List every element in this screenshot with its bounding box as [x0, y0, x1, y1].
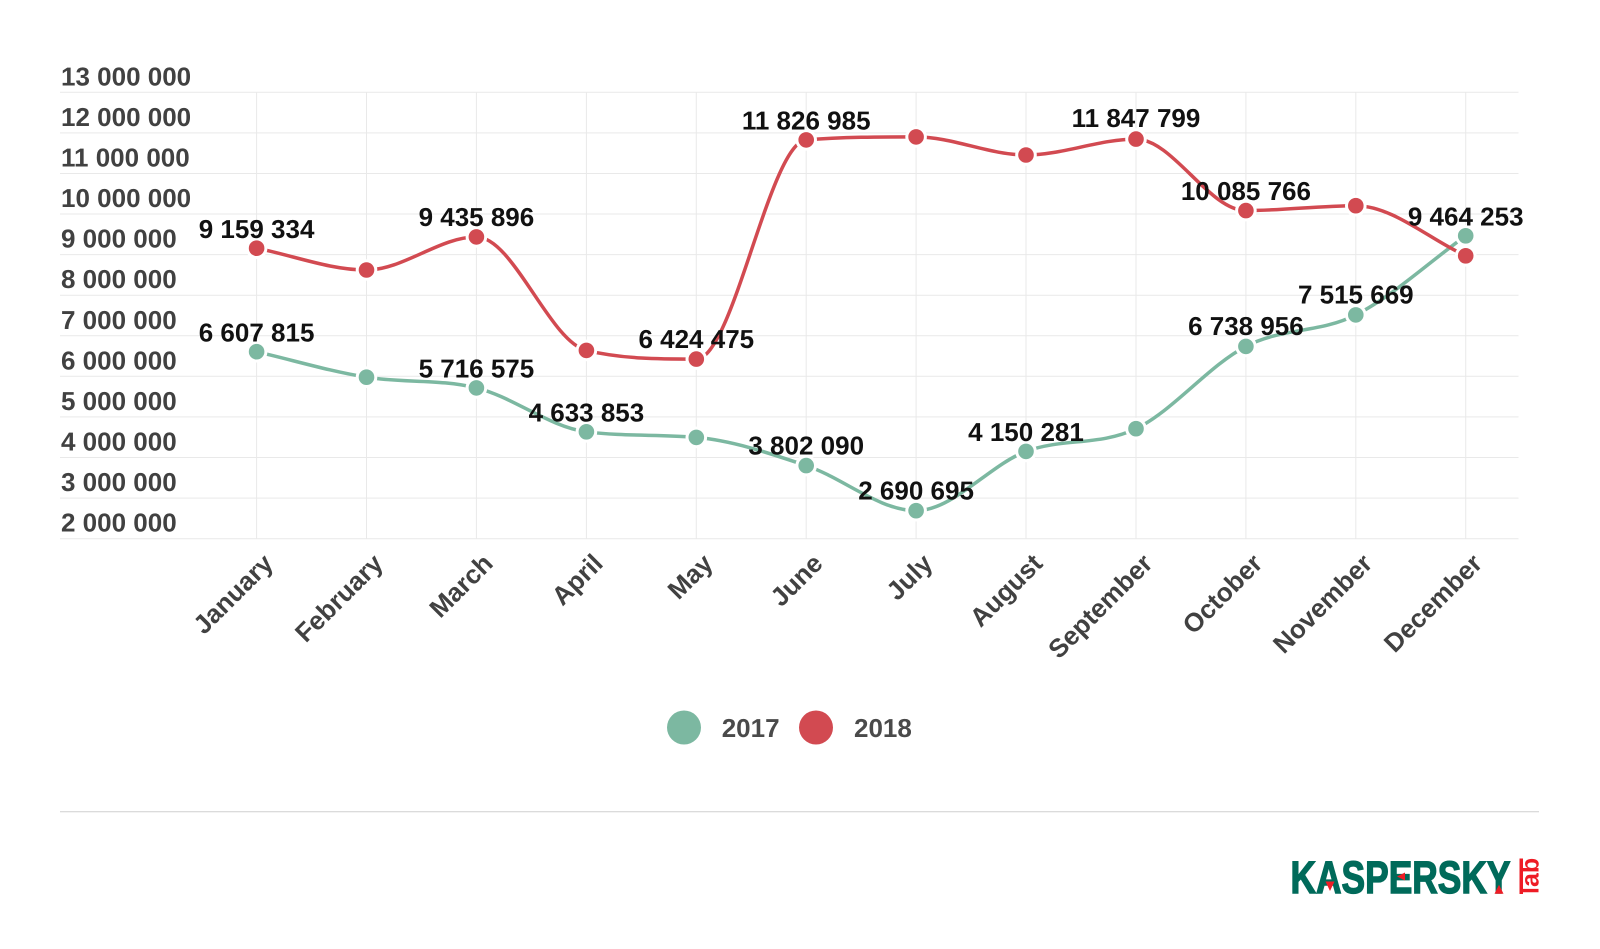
svg-text:2018: 2018: [854, 713, 912, 743]
svg-text:9 435 896: 9 435 896: [419, 202, 535, 232]
svg-text:9 464 253: 9 464 253: [1408, 202, 1524, 232]
svg-text:8 000 000: 8 000 000: [61, 264, 177, 294]
svg-text:3 000 000: 3 000 000: [61, 467, 177, 497]
svg-text:9 000 000: 9 000 000: [61, 224, 177, 254]
svg-text:11 847 799: 11 847 799: [1072, 103, 1201, 133]
svg-text:10 085 766: 10 085 766: [1181, 176, 1311, 206]
svg-text:6 000 000: 6 000 000: [61, 345, 177, 375]
svg-text:4 633 853: 4 633 853: [529, 398, 645, 428]
svg-text:13 000 000: 13 000 000: [61, 61, 191, 91]
svg-text:10 000 000: 10 000 000: [61, 183, 191, 213]
svg-text:6 738 956: 6 738 956: [1188, 311, 1304, 341]
svg-text:2 000 000: 2 000 000: [61, 508, 177, 538]
svg-text:9 159 334: 9 159 334: [199, 214, 315, 244]
svg-text:7 000 000: 7 000 000: [61, 305, 177, 335]
svg-text:6 424 475: 6 424 475: [638, 324, 754, 354]
svg-text:2 690 695: 2 690 695: [858, 476, 974, 506]
svg-text:4 000 000: 4 000 000: [61, 427, 177, 457]
svg-text:3 802 090: 3 802 090: [748, 431, 864, 461]
svg-text:12 000 000: 12 000 000: [61, 102, 191, 132]
svg-text:5 716 575: 5 716 575: [419, 354, 535, 384]
svg-text:lab: lab: [1517, 858, 1545, 894]
svg-text:2017: 2017: [722, 713, 780, 743]
svg-text:11 000 000: 11 000 000: [61, 143, 190, 173]
svg-text:6 607 815: 6 607 815: [199, 317, 315, 347]
svg-text:11 826 985: 11 826 985: [742, 105, 871, 135]
svg-text:4 150 281: 4 150 281: [968, 417, 1084, 447]
svg-text:7 515 669: 7 515 669: [1298, 280, 1414, 310]
svg-text:5 000 000: 5 000 000: [61, 386, 177, 416]
